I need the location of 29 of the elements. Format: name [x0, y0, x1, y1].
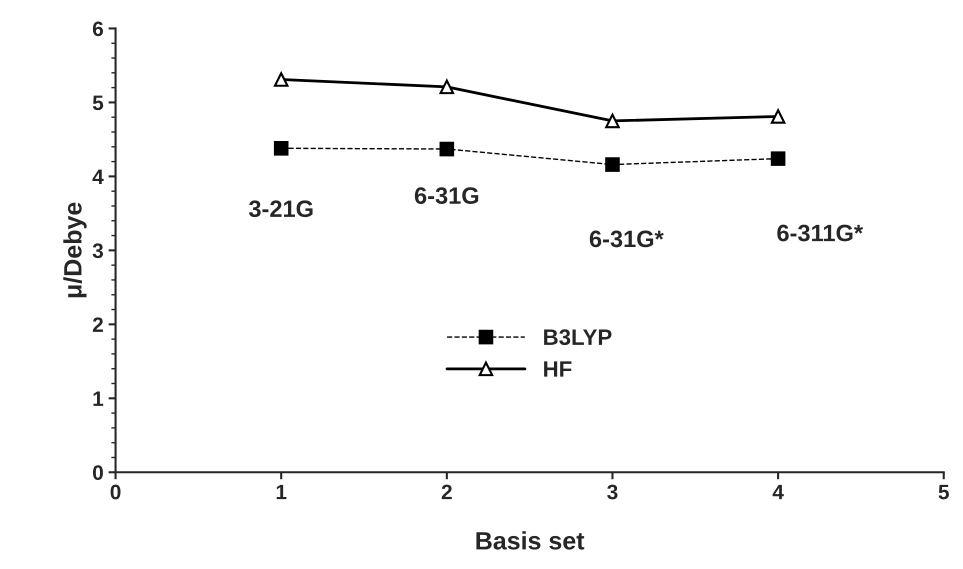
point	[770, 109, 786, 124]
point	[605, 157, 620, 172]
y-tick-label: 2	[92, 317, 103, 332]
legend-label: B3LYP	[544, 329, 612, 346]
y-tick-label: 0	[92, 465, 103, 480]
point	[274, 140, 288, 156]
point	[440, 80, 454, 94]
x-tick-label: 1	[276, 484, 286, 500]
y-tick-label: 4	[92, 170, 104, 184]
y-axis-title: μ/Debye	[63, 202, 87, 298]
annotation: 3-21G	[248, 200, 313, 218]
x-axis-title: Basis set	[476, 531, 584, 550]
legend-label: HF	[544, 361, 572, 377]
y-tick-label: 6	[92, 21, 104, 36]
x-tick-label: 0	[110, 484, 120, 500]
annotation: 6-31G*	[590, 230, 664, 248]
annotation: 6-31G	[414, 187, 478, 204]
point	[605, 114, 620, 128]
x-tick-label: 5	[938, 484, 949, 500]
x-tick-label: 4	[772, 484, 784, 500]
y-tick-label: 5	[92, 96, 104, 110]
x-tick-label: 2	[442, 484, 452, 500]
point	[770, 151, 786, 166]
x-tick-label: 3	[607, 484, 618, 500]
annotation: 6-311G*	[777, 224, 864, 242]
y-tick-label: 3	[92, 243, 104, 258]
y-tick-label: 1	[93, 392, 104, 406]
point	[440, 142, 454, 156]
point	[274, 72, 288, 87]
